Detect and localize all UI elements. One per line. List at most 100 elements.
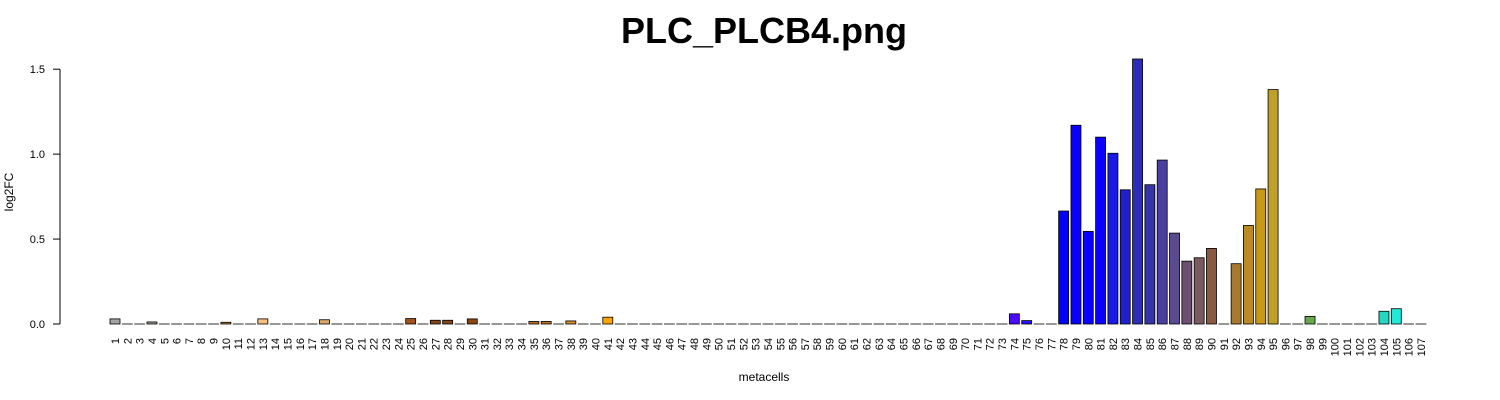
bar-18 bbox=[319, 319, 330, 325]
x-tick-label: 2 bbox=[122, 338, 134, 344]
x-tick-label: 64 bbox=[886, 338, 898, 350]
bar-95 bbox=[1267, 89, 1279, 325]
x-tick-label: 27 bbox=[430, 338, 442, 350]
x-tick-label: 101 bbox=[1342, 338, 1354, 356]
y-tick-label: 0.5 bbox=[30, 234, 45, 246]
x-tick-label: 58 bbox=[812, 338, 824, 350]
bar-92 bbox=[1230, 263, 1242, 325]
bar-35 bbox=[528, 321, 540, 325]
x-tick-labels: 1 2 3 4 5 6 7 8 9 10 11 12 13 14 15 16 17 18 19 20 21 22 23 24 2… bbox=[110, 338, 1428, 356]
x-tick-label: 32 bbox=[492, 338, 504, 350]
x-tick-label: 9 bbox=[209, 338, 221, 344]
x-tick-label: 102 bbox=[1354, 338, 1366, 356]
x-tick-label: 57 bbox=[800, 338, 812, 350]
bar-25 bbox=[405, 318, 417, 325]
x-tick-label: 30 bbox=[467, 338, 479, 350]
bar-1 bbox=[109, 318, 121, 325]
x-tick-label: 5 bbox=[159, 338, 171, 344]
x-tick-label: 63 bbox=[874, 338, 886, 350]
x-tick-label: 39 bbox=[578, 338, 590, 350]
x-tick-label: 72 bbox=[985, 338, 997, 350]
x-tick-label: 8 bbox=[196, 338, 208, 344]
bar-13 bbox=[257, 318, 269, 325]
y-tick-label: 0.0 bbox=[30, 319, 45, 331]
bar-86 bbox=[1156, 159, 1168, 325]
y-axis: 0.0 0.5 1.0 1.5 bbox=[30, 64, 61, 331]
x-tick-label: 6 bbox=[172, 338, 184, 344]
bar-36 bbox=[540, 321, 552, 325]
x-tick-label: 45 bbox=[652, 338, 664, 350]
y-axis-label: log2FC bbox=[2, 172, 16, 211]
x-tick-label: 68 bbox=[935, 338, 947, 350]
x-tick-label: 38 bbox=[566, 338, 578, 350]
x-tick-label: 69 bbox=[948, 338, 960, 350]
bar-104 bbox=[1378, 310, 1390, 325]
bar-82 bbox=[1107, 152, 1119, 325]
x-tick-label: 13 bbox=[258, 338, 270, 350]
x-tick-label: 20 bbox=[344, 338, 356, 350]
x-tick-label: 22 bbox=[369, 338, 381, 350]
bar-80 bbox=[1082, 231, 1094, 325]
bar-28 bbox=[442, 319, 454, 325]
x-tick-label: 31 bbox=[480, 338, 492, 350]
chart-title: PLC_PLCB4.png bbox=[621, 10, 907, 51]
bar-105 bbox=[1390, 308, 1402, 325]
x-tick-label: 44 bbox=[640, 338, 652, 350]
x-tick-label: 106 bbox=[1404, 338, 1416, 356]
x-tick-label: 96 bbox=[1280, 338, 1292, 350]
bar-79 bbox=[1070, 124, 1082, 325]
y-tick-label: 1.5 bbox=[30, 64, 45, 76]
x-tick-label: 16 bbox=[295, 338, 307, 350]
x-tick-label: 103 bbox=[1367, 338, 1379, 356]
bars-group bbox=[109, 58, 1427, 325]
x-tick-label: 71 bbox=[972, 338, 984, 350]
x-tick-label: 34 bbox=[517, 338, 529, 350]
x-tick-label: 17 bbox=[307, 338, 319, 350]
bar-83 bbox=[1119, 189, 1131, 325]
x-tick-label: 77 bbox=[1046, 338, 1058, 350]
x-tick-label: 79 bbox=[1071, 338, 1083, 350]
x-tick-label: 19 bbox=[332, 338, 344, 350]
x-tick-label: 51 bbox=[726, 338, 738, 350]
x-tick-label: 76 bbox=[1034, 338, 1046, 350]
x-tick-label: 70 bbox=[960, 338, 972, 350]
x-axis-label: metacells bbox=[739, 370, 790, 384]
x-tick-label: 104 bbox=[1379, 338, 1391, 356]
bar-84 bbox=[1132, 58, 1143, 325]
x-tick-label: 48 bbox=[689, 338, 701, 350]
x-tick-label: 67 bbox=[923, 338, 935, 350]
x-tick-label: 35 bbox=[529, 338, 541, 350]
x-tick-label: 93 bbox=[1243, 338, 1255, 350]
x-tick-label: 49 bbox=[701, 338, 713, 350]
x-tick-label: 43 bbox=[627, 338, 639, 350]
bar-81 bbox=[1095, 136, 1106, 325]
x-tick-label: 90 bbox=[1206, 338, 1218, 350]
x-tick-label: 78 bbox=[1059, 338, 1071, 350]
bar-4 bbox=[146, 321, 158, 325]
x-tick-label: 29 bbox=[455, 338, 467, 350]
x-tick-label: 10 bbox=[221, 338, 233, 350]
bar-93 bbox=[1243, 225, 1254, 325]
x-tick-label: 46 bbox=[664, 338, 676, 350]
x-tick-label: 107 bbox=[1416, 338, 1428, 356]
x-tick-label: 42 bbox=[615, 338, 627, 350]
x-tick-label: 14 bbox=[270, 338, 282, 350]
bar-27 bbox=[429, 319, 441, 325]
x-tick-label: 65 bbox=[898, 338, 910, 350]
x-tick-label: 37 bbox=[554, 338, 566, 350]
bar-89 bbox=[1193, 257, 1205, 325]
x-tick-label: 60 bbox=[837, 338, 849, 350]
x-tick-label: 73 bbox=[997, 338, 1009, 350]
x-tick-label: 62 bbox=[862, 338, 874, 350]
x-tick-label: 33 bbox=[504, 338, 516, 350]
x-tick-label: 40 bbox=[590, 338, 602, 350]
x-tick-label: 82 bbox=[1108, 338, 1120, 350]
bar-87 bbox=[1169, 232, 1180, 325]
x-tick-label: 80 bbox=[1083, 338, 1095, 350]
x-tick-label: 83 bbox=[1120, 338, 1132, 350]
x-tick-label: 100 bbox=[1330, 338, 1342, 356]
bar-38 bbox=[565, 320, 577, 325]
x-tick-label: 98 bbox=[1305, 338, 1317, 350]
x-tick-label: 88 bbox=[1182, 338, 1194, 350]
